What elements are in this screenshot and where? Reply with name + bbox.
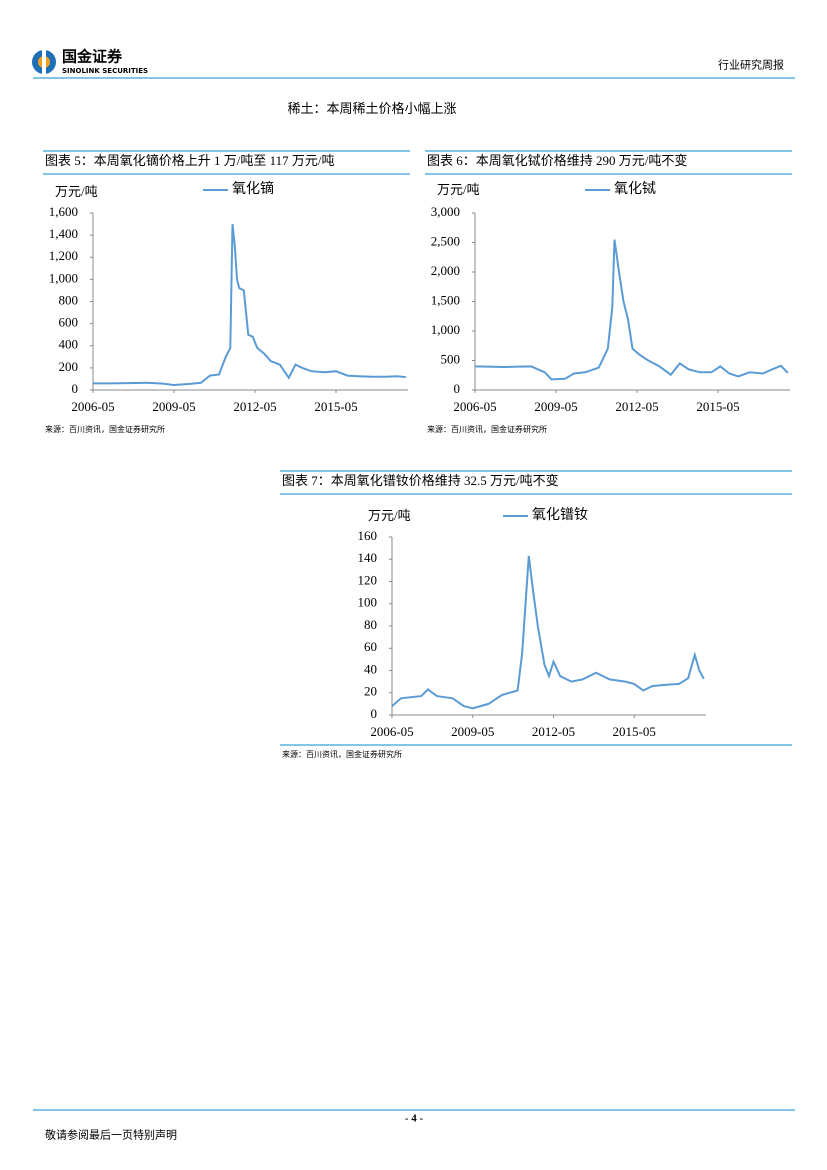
report-type: 行业研究周报 <box>718 58 784 72</box>
x-tick-label: 2006-05 <box>71 399 114 414</box>
y-tick-label: 1,200 <box>49 248 78 263</box>
y-tick-label: 60 <box>364 639 377 654</box>
x-tick-label: 2006-05 <box>453 399 496 414</box>
y-tick-label: 2,000 <box>431 263 460 278</box>
section-title: 稀土：本周稀土价格小幅上涨 <box>287 101 456 116</box>
figure-title: 图表 5：本周氧化镝价格上升 1 万/吨至 117 万元/吨 <box>45 153 335 168</box>
y-tick-label: 1,000 <box>49 270 78 285</box>
y-unit: 万元/吨 <box>437 182 480 197</box>
y-tick-label: 400 <box>59 337 79 352</box>
y-tick-label: 3,000 <box>431 204 460 219</box>
logo-en: SINOLINK SECURITIES <box>62 67 148 75</box>
y-tick-label: 1,400 <box>49 226 78 241</box>
y-tick-label: 200 <box>59 359 79 374</box>
legend-label: 氧化镨钕 <box>532 507 588 523</box>
series-line <box>391 555 705 710</box>
x-tick-label: 2009-05 <box>152 399 195 414</box>
x-tick-label: 2012-05 <box>233 399 276 414</box>
series-line <box>474 239 789 381</box>
x-tick-label: 2015-05 <box>613 724 656 739</box>
y-tick-label: 160 <box>358 528 378 543</box>
figure-title: 图表 7：本周氧化镨钕价格维持 32.5 万元/吨不变 <box>282 473 559 488</box>
x-tick-label: 2012-05 <box>532 724 575 739</box>
figure-title: 图表 6：本周氧化铽价格维持 290 万元/吨不变 <box>427 153 687 168</box>
logo <box>32 50 56 74</box>
page-number: - 4 - <box>405 1113 424 1125</box>
source: 来源：百川资讯，国金证券研究所 <box>282 749 402 759</box>
y-tick-label: 1,000 <box>431 322 460 337</box>
y-tick-label: 1,500 <box>431 292 460 307</box>
y-tick-label: 2,500 <box>431 233 460 248</box>
x-tick-label: 2009-05 <box>451 724 494 739</box>
series-line <box>93 223 406 387</box>
x-tick-label: 2006-05 <box>370 724 413 739</box>
y-tick-label: 20 <box>364 684 377 699</box>
y-tick-label: 1,600 <box>49 204 78 219</box>
legend-label: 氧化镝 <box>232 180 274 197</box>
y-tick-label: 0 <box>454 381 461 396</box>
y-tick-label: 140 <box>358 550 378 565</box>
logo-cn: 国金证券 <box>62 48 123 66</box>
x-tick-label: 2015-05 <box>696 399 739 414</box>
y-tick-label: 100 <box>358 595 378 610</box>
x-tick-label: 2015-05 <box>314 399 357 414</box>
y-tick-label: 120 <box>358 572 378 587</box>
y-unit: 万元/吨 <box>368 508 411 523</box>
legend-label: 氧化铽 <box>614 181 656 197</box>
x-tick-label: 2009-05 <box>534 399 577 414</box>
y-unit: 万元/吨 <box>55 184 98 199</box>
y-tick-label: 40 <box>364 661 377 676</box>
y-tick-label: 0 <box>72 381 79 396</box>
y-tick-label: 80 <box>364 617 377 632</box>
y-tick-label: 0 <box>371 706 378 721</box>
source: 来源：百川资讯，国金证券研究所 <box>427 424 547 434</box>
source: 来源：百川资讯，国金证券研究所 <box>45 424 165 434</box>
y-tick-label: 600 <box>59 315 79 330</box>
disclaimer: 敬请参阅最后一页特别声明 <box>45 1128 177 1142</box>
x-tick-label: 2012-05 <box>615 399 658 414</box>
y-tick-label: 500 <box>441 351 461 366</box>
y-tick-label: 800 <box>59 292 79 307</box>
